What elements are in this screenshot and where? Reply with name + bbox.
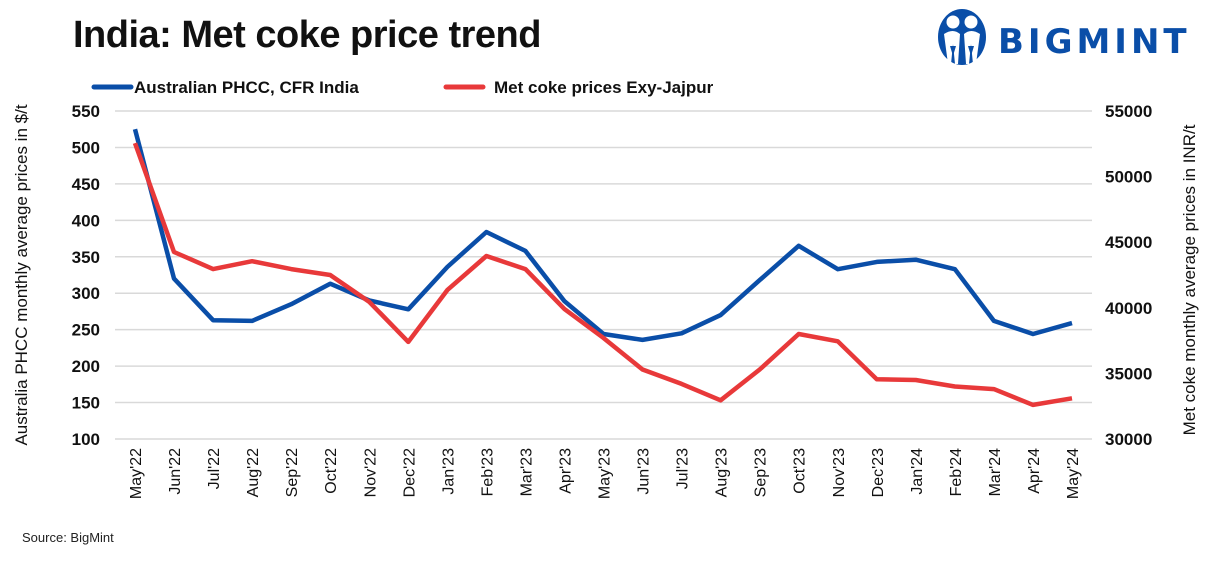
x-tick-label: Sep'22 bbox=[284, 448, 301, 497]
legend-label-metcoke: Met coke prices Exy-Jajpur bbox=[494, 78, 714, 97]
x-tick-label: Dec'22 bbox=[401, 448, 418, 497]
y-left-tick-label: 400 bbox=[72, 211, 100, 230]
source-note: Source: BigMint bbox=[22, 530, 114, 545]
brand-name: BIGMINT bbox=[998, 22, 1191, 62]
x-tick-label: Dec'23 bbox=[870, 448, 887, 497]
x-tick-label: Jul'23 bbox=[675, 448, 692, 489]
x-tick-label: Jan'23 bbox=[440, 448, 457, 495]
chart-title: India: Met coke price trend bbox=[73, 14, 541, 56]
series-line-phcc[interactable] bbox=[132, 128, 1073, 343]
y-axis-right-title: Met coke monthly average prices in INR/t bbox=[1180, 124, 1199, 435]
x-tick-label: Jun'23 bbox=[636, 448, 653, 495]
x-tick-label: Nov'23 bbox=[831, 448, 848, 497]
x-tick-label: Aug'23 bbox=[714, 448, 731, 497]
gridlines bbox=[115, 110, 1092, 440]
x-tick-label: Jul'22 bbox=[206, 448, 223, 489]
legend-item-phcc[interactable]: Australian PHCC, CFR India bbox=[91, 78, 359, 97]
y-right-tick-label: 50000 bbox=[1105, 168, 1152, 187]
series-line-metcoke[interactable] bbox=[132, 142, 1073, 408]
people-icon bbox=[938, 9, 986, 65]
x-tick-label: Jun'22 bbox=[167, 448, 184, 495]
y-right-tick-label: 40000 bbox=[1105, 299, 1152, 318]
y-left-tick-label: 450 bbox=[72, 175, 100, 194]
y-axis-left-title: Australia PHCC monthly average prices in… bbox=[12, 104, 31, 445]
x-tick-label: Oct'23 bbox=[792, 448, 809, 494]
x-tick-label: Jan'24 bbox=[909, 448, 926, 495]
x-tick-label: Feb'24 bbox=[948, 448, 965, 497]
y-left-tick-label: 100 bbox=[72, 430, 100, 449]
y-right-tick-label: 30000 bbox=[1105, 430, 1152, 449]
x-tick-label: Mar'23 bbox=[518, 448, 535, 497]
y-right-tick-label: 45000 bbox=[1105, 233, 1152, 252]
x-tick-label: Oct'22 bbox=[323, 448, 340, 494]
x-tick-label: May'23 bbox=[597, 448, 614, 499]
y-axis-right: 30000 35000 40000 45000 50000 55000 bbox=[1105, 102, 1152, 449]
y-left-tick-label: 350 bbox=[72, 248, 100, 267]
legend: Australian PHCC, CFR India Met coke pric… bbox=[91, 78, 714, 97]
x-tick-label: Apr'23 bbox=[557, 448, 574, 494]
y-left-tick-label: 150 bbox=[72, 394, 100, 413]
series-lines bbox=[132, 128, 1073, 408]
x-tick-label: May'22 bbox=[128, 448, 145, 499]
y-left-tick-label: 500 bbox=[72, 138, 100, 157]
y-axis-left: 100 150 200 250 300 350 400 450 500 550 bbox=[72, 102, 100, 449]
bigmint-logo: BIGMINT bbox=[936, 6, 1196, 68]
x-tick-label: Apr'24 bbox=[1026, 448, 1043, 494]
x-axis: May'22 Jun'22 Jul'22 Aug'22 Sep'22 Oct'22 Nov'… bbox=[128, 448, 1082, 499]
y-right-tick-label: 55000 bbox=[1105, 102, 1152, 121]
y-right-tick-label: 35000 bbox=[1105, 364, 1152, 383]
legend-item-metcoke[interactable]: Met coke prices Exy-Jajpur bbox=[443, 78, 714, 97]
y-left-tick-label: 200 bbox=[72, 357, 100, 376]
x-tick-label: Aug'22 bbox=[245, 448, 262, 497]
y-left-tick-label: 300 bbox=[72, 284, 100, 303]
y-left-tick-label: 550 bbox=[72, 102, 100, 121]
x-tick-label: Sep'23 bbox=[753, 448, 770, 497]
y-left-tick-label: 250 bbox=[72, 321, 100, 340]
x-tick-label: Nov'22 bbox=[362, 448, 379, 497]
x-tick-label: May'24 bbox=[1065, 448, 1082, 499]
x-tick-label: Mar'24 bbox=[987, 448, 1004, 497]
x-tick-label: Feb'23 bbox=[479, 448, 496, 497]
legend-label-phcc: Australian PHCC, CFR India bbox=[134, 78, 359, 97]
